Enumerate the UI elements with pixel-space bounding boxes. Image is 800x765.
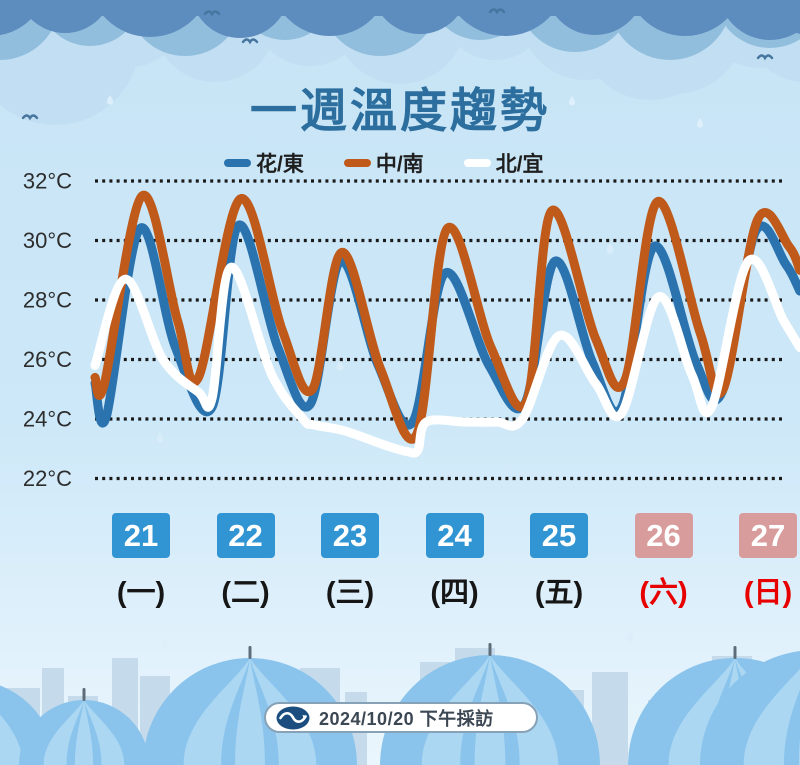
legend-label: 中/南: [375, 153, 424, 176]
legend-label: 花/東: [256, 153, 304, 176]
city-skyline-building: [712, 656, 752, 765]
series-line-north-yilan: [90, 254, 800, 458]
series-line-central-south: [90, 190, 800, 444]
weekday-label-24: (四): [430, 577, 479, 609]
legend-item-hua-east: 花/東: [224, 148, 304, 178]
y-axis-label: 30°C: [23, 228, 72, 253]
city-skyline-building: [68, 696, 98, 765]
city-skyline-building: [230, 700, 264, 765]
city-skyline-building: [592, 672, 628, 765]
city-skyline-building: [5, 688, 40, 765]
date-badge-26: 26: [634, 513, 693, 558]
city-skyline-building: [560, 690, 584, 765]
raindrop-icon: [156, 432, 164, 443]
raindrop-icon: [161, 637, 169, 648]
legend-swatch-hua-east: [224, 159, 251, 167]
date-badge-21: 21: [112, 513, 170, 558]
y-axis-label: 26°C: [23, 347, 72, 372]
date-badge-23: 23: [321, 513, 379, 558]
bird-icon: [203, 10, 221, 17]
legend-item-central-south: 中/南: [343, 148, 424, 178]
legend-label: 北/宜: [495, 153, 544, 176]
date-badge-27: 27: [739, 513, 797, 558]
date-badge-22: 22: [216, 513, 275, 558]
city-skyline-building: [112, 658, 138, 765]
legend-item-north-yilan: 北/宜: [463, 148, 544, 178]
chart-legend: 花/東 中/南 北/宜: [224, 148, 544, 178]
weekday-label-22: (二): [221, 577, 270, 609]
bird-icon: [756, 54, 774, 61]
y-axis-label: 22°C: [23, 466, 72, 491]
umbrella-icon: [0, 685, 55, 765]
umbrella-icon: [19, 688, 149, 765]
raindrop-icon: [736, 297, 744, 308]
bird-icon: [241, 38, 259, 45]
date-badge-24: 24: [425, 513, 484, 558]
city-skyline-building: [755, 668, 785, 765]
umbrella-icon: [628, 646, 800, 765]
series-line-hua-east: [90, 220, 800, 430]
weekday-label-25: (五): [534, 577, 584, 609]
source-pill: 2024/10/20 下午採訪: [264, 702, 538, 733]
footer-caption: 2024/10/20 下午採訪: [319, 708, 494, 729]
raindrop-icon: [606, 243, 614, 254]
legend-swatch-central-south: [343, 159, 371, 167]
wave-logo-icon: [276, 706, 310, 729]
date-badge-25: 25: [530, 513, 588, 558]
city-skyline-building: [42, 668, 64, 765]
weekday-label-21: (一): [116, 577, 166, 609]
raindrop-icon: [626, 632, 634, 643]
weekday-label-27: (日): [743, 577, 793, 609]
city-skyline-building: [140, 676, 170, 765]
city-skyline-building: [786, 680, 800, 765]
city-skyline-building: [648, 700, 670, 765]
legend-swatch-north-yilan: [463, 159, 491, 167]
y-axis-label: 28°C: [23, 288, 72, 313]
page-title: 一週溫度趨勢: [250, 84, 550, 137]
bird-icon: [488, 8, 506, 15]
weekday-label-26: (六): [639, 577, 688, 609]
y-axis-label: 32°C: [23, 169, 72, 194]
umbrella-icon: [700, 651, 800, 765]
city-skyline-building: [680, 684, 710, 765]
raindrop-icon: [336, 360, 344, 371]
y-axis-label: 24°C: [23, 407, 72, 432]
city-umbrella-scene: [0, 643, 800, 765]
weekday-label-23: (三): [325, 577, 375, 609]
